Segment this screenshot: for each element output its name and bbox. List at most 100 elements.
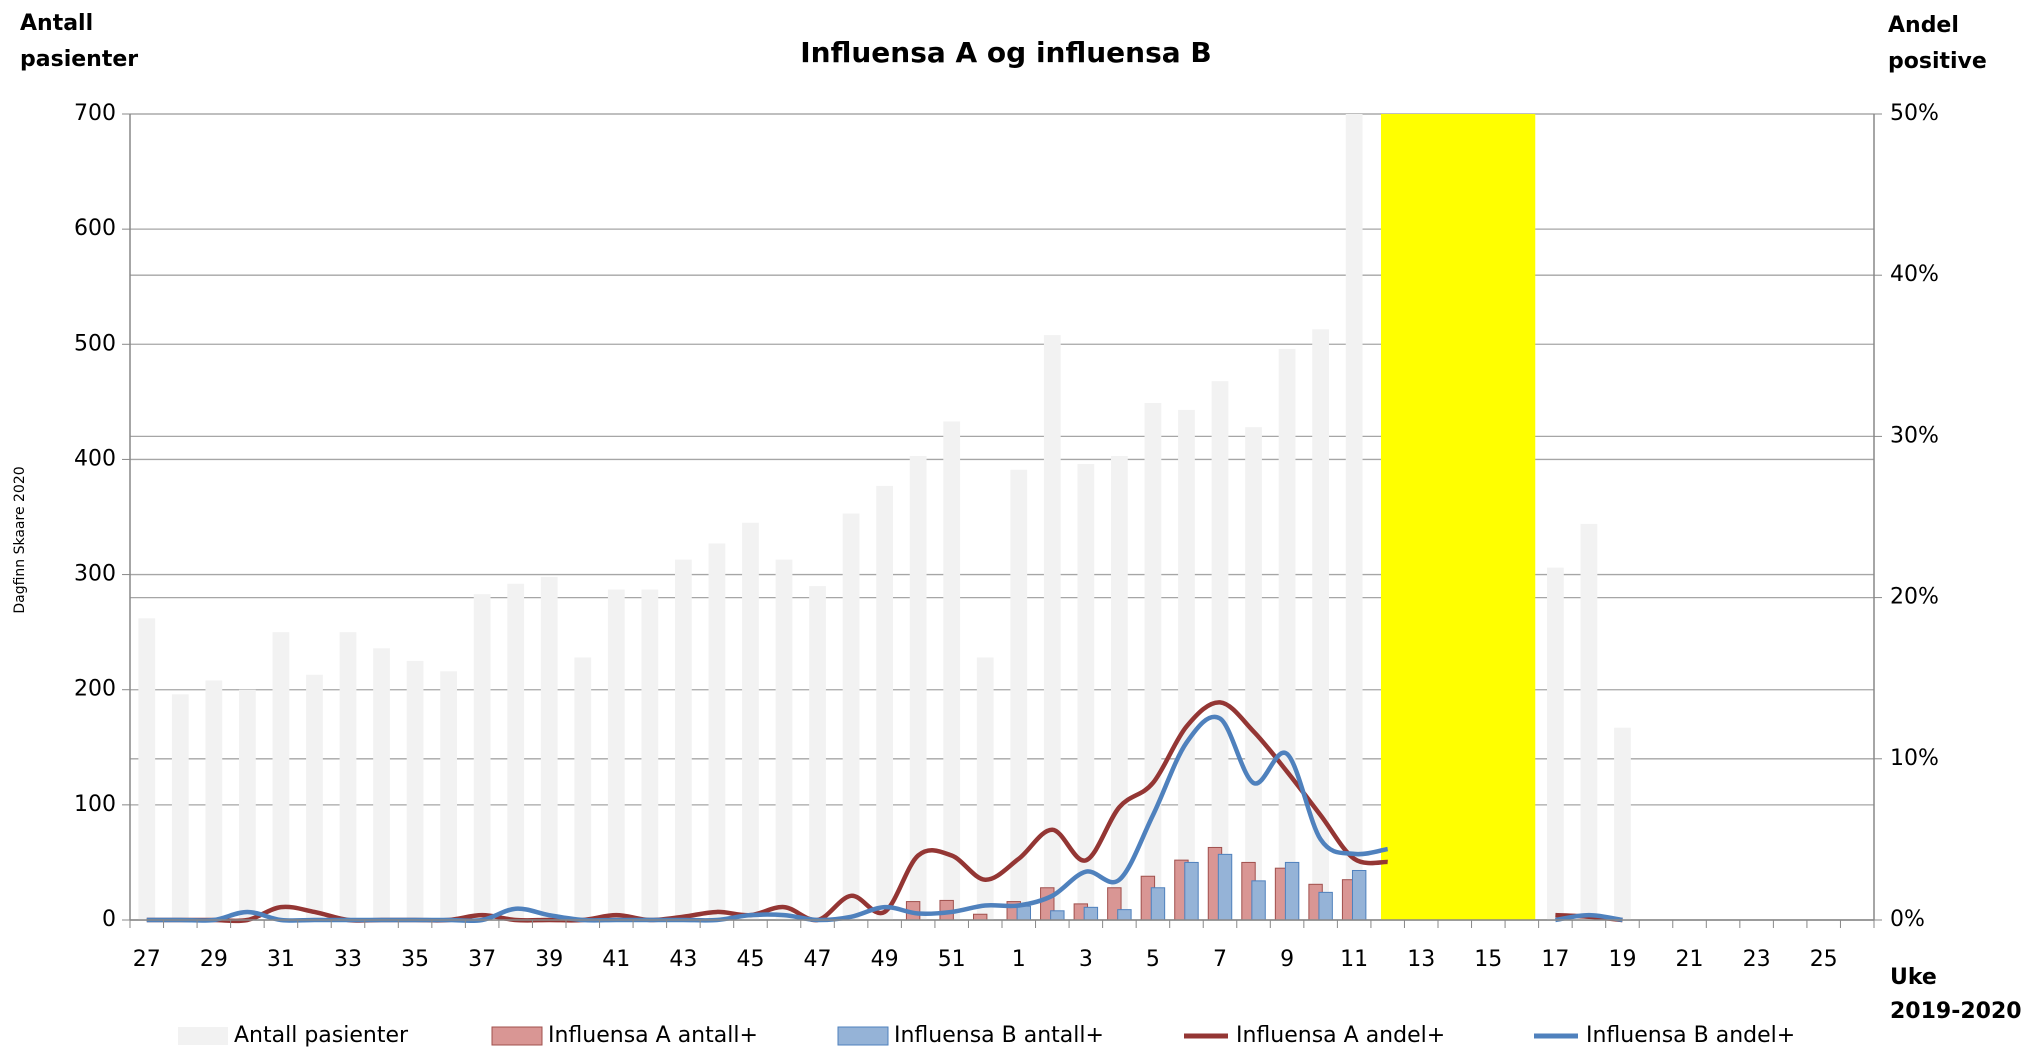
bar bbox=[809, 586, 826, 920]
x-axis-label: Uke bbox=[1890, 965, 1937, 990]
legend-label: Influensa A antall+ bbox=[548, 1023, 758, 1048]
x-tick-label: 5 bbox=[1146, 947, 1160, 972]
x-tick-label: 49 bbox=[871, 947, 899, 972]
x-tick-label: 1 bbox=[1012, 947, 1026, 972]
bar bbox=[507, 583, 525, 920]
bar bbox=[976, 657, 994, 920]
y-tick-label: 700 bbox=[74, 101, 116, 126]
bar bbox=[708, 543, 726, 920]
bar bbox=[306, 674, 323, 920]
chart-title: Influensa A og influensa B bbox=[800, 36, 1212, 69]
bar bbox=[1117, 909, 1132, 921]
bar bbox=[1211, 381, 1229, 920]
bar bbox=[775, 559, 793, 920]
bar bbox=[1178, 409, 1195, 920]
x-tick-label: 35 bbox=[401, 947, 429, 972]
bar bbox=[1144, 403, 1162, 921]
bar bbox=[540, 576, 558, 920]
y2-tick-label: 40% bbox=[1890, 262, 1939, 287]
bar bbox=[1150, 887, 1166, 921]
x-tick-label: 9 bbox=[1280, 947, 1294, 972]
bar bbox=[171, 694, 189, 920]
bar bbox=[1251, 880, 1266, 921]
bar bbox=[406, 660, 424, 920]
bar bbox=[1580, 523, 1598, 920]
bar bbox=[1184, 861, 1199, 921]
bar bbox=[1083, 906, 1099, 921]
x-tick-label: 7 bbox=[1213, 947, 1227, 972]
x-tick-label: 15 bbox=[1474, 947, 1502, 972]
legend-swatch bbox=[837, 1026, 889, 1046]
y-tick-label: 300 bbox=[74, 562, 116, 587]
bar bbox=[239, 689, 256, 920]
y2-tick-label: 0% bbox=[1890, 907, 1925, 932]
y-tick-label: 200 bbox=[74, 677, 116, 702]
bar bbox=[972, 913, 988, 921]
x-tick-label: 47 bbox=[804, 947, 832, 972]
x-tick-label: 37 bbox=[468, 947, 496, 972]
x-tick-label: 27 bbox=[133, 947, 161, 972]
bar bbox=[1217, 853, 1233, 921]
bar bbox=[1547, 567, 1564, 920]
x-tick-label: 45 bbox=[736, 947, 764, 972]
bar bbox=[1318, 891, 1333, 921]
y-tick-label: 400 bbox=[74, 446, 116, 471]
bar bbox=[1278, 348, 1296, 920]
bar bbox=[742, 522, 759, 920]
y2-tick-label: 10% bbox=[1890, 746, 1939, 771]
bar bbox=[205, 680, 223, 920]
x-tick-label: 33 bbox=[334, 947, 362, 972]
bar bbox=[1077, 464, 1095, 920]
x-tick-label: 13 bbox=[1407, 947, 1435, 972]
x-tick-label: 29 bbox=[200, 947, 228, 972]
bar bbox=[339, 632, 357, 920]
y-axis-label: pasienter bbox=[20, 47, 138, 72]
legend-swatch bbox=[178, 1027, 228, 1045]
y2-tick-label: 20% bbox=[1890, 585, 1939, 610]
bar bbox=[943, 421, 961, 920]
y-tick-label: 500 bbox=[74, 331, 116, 356]
bar bbox=[138, 618, 156, 920]
bar bbox=[641, 589, 659, 920]
legend-label: Influensa B andel+ bbox=[1586, 1023, 1795, 1048]
y-tick-label: 0 bbox=[102, 907, 116, 932]
bar bbox=[1016, 905, 1032, 921]
x-tick-label: 19 bbox=[1608, 947, 1636, 972]
y2-axis-label: positive bbox=[1888, 49, 1987, 74]
bar bbox=[272, 632, 290, 920]
x-tick-label: 23 bbox=[1743, 947, 1771, 972]
bar bbox=[1312, 329, 1329, 920]
y2-tick-label: 30% bbox=[1890, 423, 1939, 448]
x-tick-label: 17 bbox=[1541, 947, 1569, 972]
bar bbox=[1111, 455, 1128, 920]
legend-swatch bbox=[491, 1026, 543, 1046]
x-tick-label: 51 bbox=[938, 947, 966, 972]
highlight-box bbox=[1380, 114, 1536, 920]
x-tick-label: 41 bbox=[602, 947, 630, 972]
bar bbox=[440, 671, 457, 920]
x-tick-label: 11 bbox=[1340, 947, 1368, 972]
x-tick-label: 21 bbox=[1676, 947, 1704, 972]
bar bbox=[1010, 469, 1028, 920]
y2-axis-label: Andel bbox=[1888, 13, 1959, 38]
bar bbox=[373, 648, 390, 920]
legend-label: Antall pasienter bbox=[234, 1023, 409, 1048]
x-tick-label: 39 bbox=[535, 947, 563, 972]
x-tick-label: 31 bbox=[267, 947, 295, 972]
y-axis-label: Antall bbox=[20, 11, 93, 36]
bar bbox=[1050, 910, 1065, 921]
bar bbox=[1351, 869, 1367, 921]
y-tick-label: 600 bbox=[74, 216, 116, 241]
bar bbox=[1284, 861, 1300, 921]
bar bbox=[1614, 727, 1631, 920]
x-axis-label: 2019-2020 bbox=[1890, 999, 2022, 1024]
legend-label: Influensa B antall+ bbox=[894, 1023, 1104, 1048]
bar bbox=[1043, 335, 1061, 920]
watermark: Dagfinn Skaare 2020 bbox=[12, 466, 28, 613]
bar bbox=[574, 657, 592, 920]
x-tick-label: 43 bbox=[669, 947, 697, 972]
bar bbox=[876, 485, 893, 920]
bar bbox=[607, 589, 625, 920]
bar bbox=[473, 594, 491, 920]
